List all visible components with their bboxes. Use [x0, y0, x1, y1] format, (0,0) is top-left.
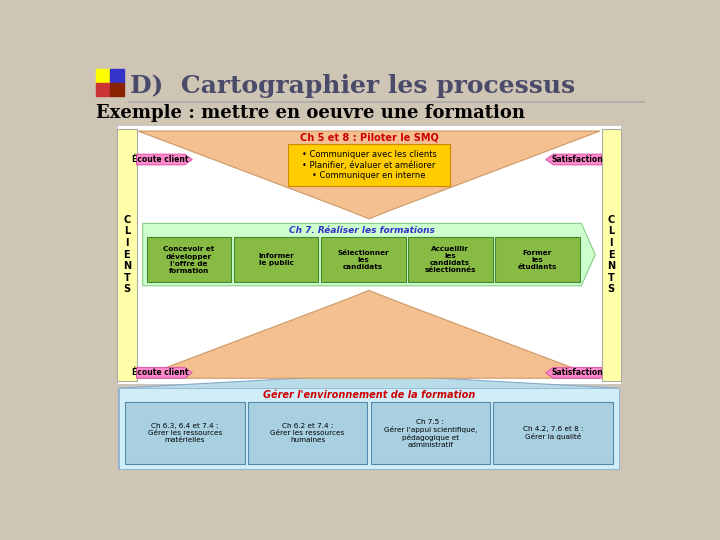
Text: Ch 7.5 :
Gérer l'appui scientifique,
pédagogique et
administratif: Ch 7.5 : Gérer l'appui scientifique, péd… [384, 418, 477, 448]
Bar [248, 402, 367, 464]
Bar [117, 129, 137, 381]
Bar [147, 237, 231, 282]
Bar [601, 129, 621, 381]
Polygon shape [546, 154, 601, 165]
Polygon shape [137, 367, 192, 378]
Text: Satisfaction: Satisfaction [552, 155, 603, 164]
Bar [493, 402, 613, 464]
Bar [321, 237, 405, 282]
Text: Sélectionner
les
candidats: Sélectionner les candidats [338, 249, 389, 269]
Bar [119, 388, 619, 469]
Text: Former
les
étudiants: Former les étudiants [518, 249, 557, 269]
Text: Accueillir
les
candidats
sélectionnés: Accueillir les candidats sélectionnés [425, 246, 476, 273]
Bar [495, 237, 580, 282]
Bar [125, 402, 245, 464]
Text: C
L
I
E
N
T
S: C L I E N T S [122, 215, 131, 294]
Text: D)  Cartographier les processus: D) Cartographier les processus [130, 75, 575, 98]
Polygon shape [119, 374, 619, 469]
Text: Concevoir et
développer
l'offre de
formation: Concevoir et développer l'offre de forma… [163, 246, 215, 274]
Polygon shape [143, 224, 595, 286]
Text: Exemple : mettre en oeuvre une formation: Exemple : mettre en oeuvre une formation [96, 104, 525, 122]
Text: Informer
le public: Informer le public [258, 253, 294, 266]
Text: Écoute client: Écoute client [132, 368, 189, 377]
Bar [287, 144, 451, 186]
Bar [96, 83, 110, 96]
Bar [408, 237, 492, 282]
Text: Écoute client: Écoute client [132, 155, 189, 164]
Bar [371, 402, 490, 464]
Bar [234, 237, 318, 282]
Bar [110, 83, 124, 96]
Polygon shape [546, 367, 601, 378]
Bar [96, 69, 110, 83]
Text: Satisfaction: Satisfaction [552, 368, 603, 377]
Polygon shape [138, 291, 600, 378]
Text: Ch 4.2, 7.6 et 8 :
Gérer la qualité: Ch 4.2, 7.6 et 8 : Gérer la qualité [523, 426, 583, 440]
Bar [117, 125, 621, 384]
Text: Ch 7. Réaliser les formations: Ch 7. Réaliser les formations [289, 226, 435, 235]
Text: Ch 6.2 et 7.4 :
Gérer les ressources
humaines: Ch 6.2 et 7.4 : Gérer les ressources hum… [271, 423, 345, 443]
Polygon shape [138, 131, 600, 219]
Polygon shape [137, 154, 192, 165]
Text: • Communiquer avec les clients
• Planifier, évaluer et améliorer
• Communiquer e: • Communiquer avec les clients • Planifi… [302, 150, 436, 180]
Text: Ch 5 et 8 : Piloter le SMQ: Ch 5 et 8 : Piloter le SMQ [300, 133, 438, 143]
Bar [110, 69, 124, 83]
Text: C
L
I
E
N
T
S: C L I E N T S [607, 215, 616, 294]
Text: Ch 6.3, 6.4 et 7.4 :
Gérer les ressources
matérielles: Ch 6.3, 6.4 et 7.4 : Gérer les ressource… [148, 423, 222, 443]
Text: Gérer l'environnement de la formation: Gérer l'environnement de la formation [263, 390, 475, 400]
